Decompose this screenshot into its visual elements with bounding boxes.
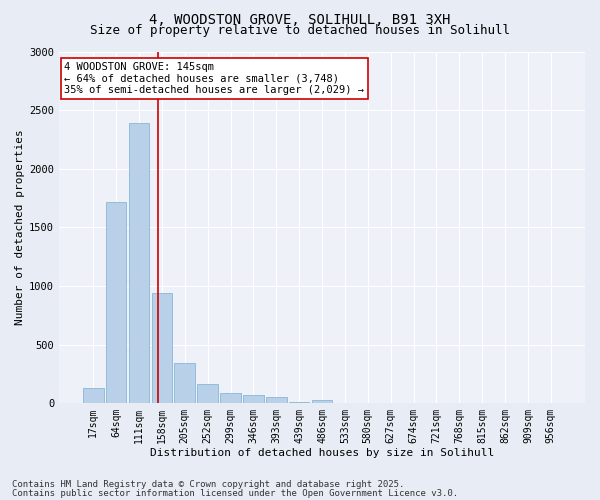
Bar xyxy=(289,402,310,403)
Text: 4 WOODSTON GROVE: 145sqm
← 64% of detached houses are smaller (3,748)
35% of sem: 4 WOODSTON GROVE: 145sqm ← 64% of detach… xyxy=(64,62,364,96)
Bar xyxy=(312,400,332,403)
Bar xyxy=(128,123,149,403)
Bar xyxy=(152,293,172,403)
Text: Size of property relative to detached houses in Solihull: Size of property relative to detached ho… xyxy=(90,24,510,37)
Bar xyxy=(243,395,263,403)
Y-axis label: Number of detached properties: Number of detached properties xyxy=(15,130,25,325)
Text: Contains HM Land Registry data © Crown copyright and database right 2025.: Contains HM Land Registry data © Crown c… xyxy=(12,480,404,489)
Bar xyxy=(335,402,355,403)
Text: 4, WOODSTON GROVE, SOLIHULL, B91 3XH: 4, WOODSTON GROVE, SOLIHULL, B91 3XH xyxy=(149,12,451,26)
Bar xyxy=(83,388,104,403)
Bar xyxy=(197,384,218,403)
Bar xyxy=(220,392,241,403)
X-axis label: Distribution of detached houses by size in Solihull: Distribution of detached houses by size … xyxy=(150,448,494,458)
Bar xyxy=(266,398,287,403)
Bar xyxy=(175,364,195,403)
Text: Contains public sector information licensed under the Open Government Licence v3: Contains public sector information licen… xyxy=(12,489,458,498)
Bar xyxy=(106,202,127,403)
